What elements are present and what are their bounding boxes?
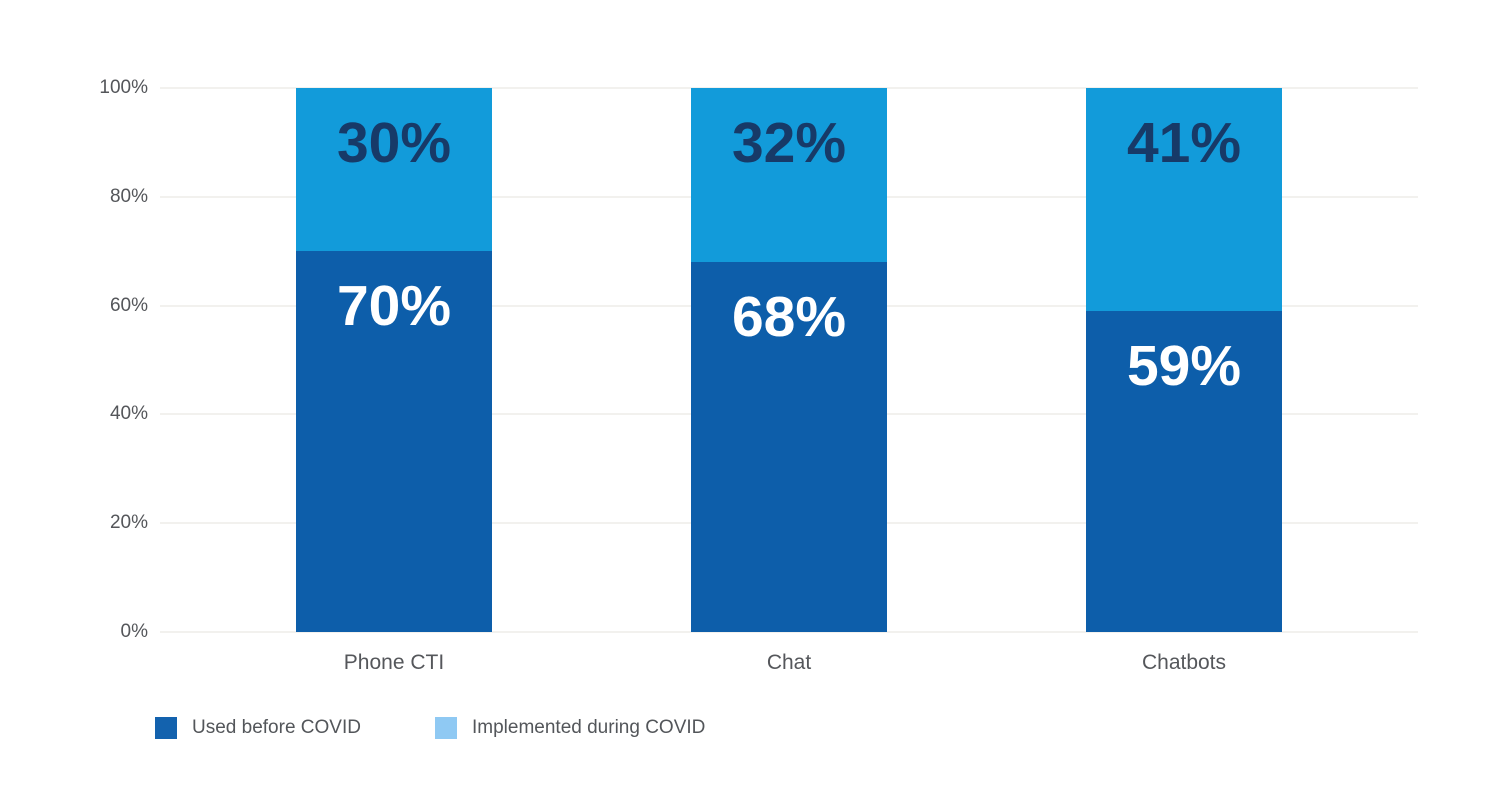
y-axis-tick-20: 20% [109,512,148,533]
bar-segment-chat-used-before-covid: 68% [691,262,887,632]
y-axis-tick-100: 100% [99,77,148,98]
bar-segment-chatbots-used-before-covid: 59% [1086,311,1282,632]
value-label-chat-used-before-covid: 68% [731,285,847,350]
x-axis-label-phone-cti: Phone CTI [343,651,445,674]
legend-item-implemented-during-covid: Implemented during COVID [435,715,705,741]
x-axis-label-chat: Chat [766,651,812,674]
bar-chat: 32% 68% [691,88,887,632]
y-axis-tick-60: 60% [109,295,148,316]
bar-segment-chatbots-implemented-during-covid: 41% [1086,88,1282,312]
y-axis-tick-40: 40% [109,403,148,424]
bar-phone-cti: 30% 70% [296,88,492,632]
gridline-0 [160,631,1418,633]
legend-label-implemented-during-covid: Implemented during COVID [472,717,706,738]
bar-segment-phone-cti-used-before-covid: 70% [296,251,492,632]
value-label-chatbots-used-before-covid: 59% [1126,334,1242,399]
legend-item-used-before-covid: Used before COVID [155,715,361,741]
plot-area: 30% 70% 32% 68% 41% 59% [160,87,1418,633]
bar-chatbots: 41% 59% [1086,88,1282,632]
bar-segment-phone-cti-implemented-during-covid: 30% [296,88,492,252]
x-axis-label-chatbots: Chatbots [1141,651,1227,674]
value-label-chat-implemented-during-covid: 32% [731,111,847,175]
value-label-phone-cti-implemented-during-covid: 30% [336,111,452,175]
legend-label-used-before-covid: Used before COVID [192,717,361,738]
value-label-phone-cti-used-before-covid: 70% [336,274,452,339]
y-axis-tick-80: 80% [109,186,148,207]
value-label-chatbots-implemented-during-covid: 41% [1126,111,1242,175]
bar-segment-chat-implemented-during-covid: 32% [691,88,887,263]
legend-swatch-used-before-covid [155,717,177,739]
legend-swatch-implemented-during-covid [435,717,457,739]
y-axis-tick-0: 0% [120,621,148,642]
